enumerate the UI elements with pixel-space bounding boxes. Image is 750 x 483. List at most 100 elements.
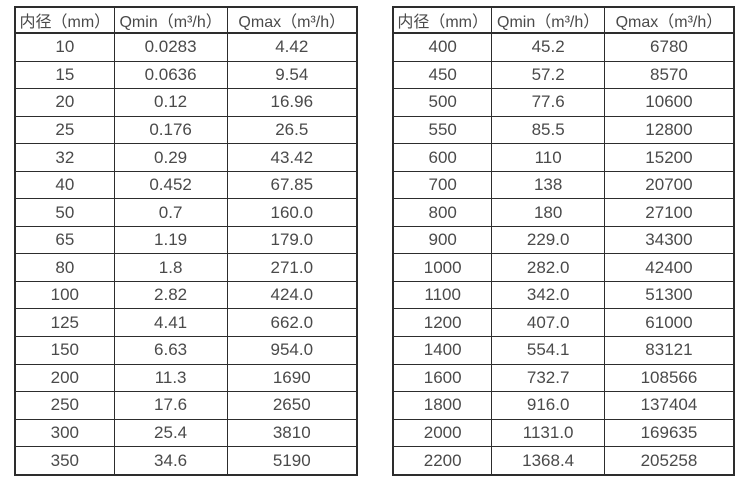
table-cell: 0.12 [113,88,228,117]
table-cell: 600 [392,143,493,172]
table-row: 内径（mm） Qmin（m³/h） Qmax（m³/h） [14,6,358,34]
table-cell: 1000 [392,253,493,282]
table-cell: 200 [14,363,115,393]
table-row: 15 0.0636 9.54 [14,60,358,90]
table-row: 1400 554.1 83121 [392,336,735,365]
table-cell: 77.6 [491,88,605,117]
table-row: 450 57.2 8570 [392,60,735,90]
table-cell: 8570 [603,60,735,90]
table-cell: 500 [392,88,493,117]
table-cell: 400 [392,32,493,62]
table-cell: 342.0 [491,280,605,310]
table-row: 350 34.6 5190 [14,446,358,476]
table-row: 100 2.82 424.0 [14,280,358,310]
table-row: 1100 342.0 51300 [392,280,735,310]
table-cell: 15200 [603,143,735,172]
column-header: Qmax（m³/h） [603,6,735,34]
table-body: 10 0.0283 4.42 15 0.0636 9.54 20 0.12 16.96 25 0.1… [14,32,358,476]
table-cell: 42400 [603,253,735,282]
table-cell: 179.0 [226,225,358,255]
table-cell: 550 [392,115,493,145]
table-cell: 0.29 [113,143,228,172]
table-row: 300 25.4 3810 [14,418,358,448]
table-cell: 34.6 [113,446,228,476]
table-cell: 83121 [603,336,735,365]
table-cell: 10 [14,32,115,62]
table-cell: 1.19 [113,225,228,255]
table-cell: 662.0 [226,308,358,337]
column-header: Qmax（m³/h） [226,6,358,34]
table-cell: 800 [392,198,493,227]
table-cell: 169635 [603,418,735,448]
table-cell: 1131.0 [491,418,605,448]
column-header: Qmin（m³/h） [491,6,605,34]
table-cell: 51300 [603,280,735,310]
table-row: 250 17.6 2650 [14,391,358,420]
table-row: 150 6.63 954.0 [14,336,358,365]
table-cell: 2200 [392,446,493,476]
table-header-row: 内径（mm） Qmin（m³/h） Qmax（m³/h） [14,6,358,34]
table-row: 1000 282.0 42400 [392,253,735,282]
table-cell: 20 [14,88,115,117]
table-cell: 100 [14,280,115,310]
table-cell: 85.5 [491,115,605,145]
table-cell: 45.2 [491,32,605,62]
table-cell: 1.8 [113,253,228,282]
table-cell: 424.0 [226,280,358,310]
table-cell: 10600 [603,88,735,117]
table-cell: 350 [14,446,115,476]
table-cell: 150 [14,336,115,365]
table-cell: 180 [491,198,605,227]
table-row: 10 0.0283 4.42 [14,32,358,62]
table-cell: 80 [14,253,115,282]
table-cell: 26.5 [226,115,358,145]
table-cell: 700 [392,170,493,200]
table-row: 800 180 27100 [392,198,735,227]
column-header: 内径（mm） [392,6,493,34]
table-cell: 32 [14,143,115,172]
table-row: 1200 407.0 61000 [392,308,735,337]
table-cell: 250 [14,391,115,420]
table-cell: 271.0 [226,253,358,282]
table-cell: 50 [14,198,115,227]
table-cell: 0.0636 [113,60,228,90]
table-cell: 25 [14,115,115,145]
table-row: 125 4.41 662.0 [14,308,358,337]
table-row: 550 85.5 12800 [392,115,735,145]
table-cell: 57.2 [491,60,605,90]
table-cell: 160.0 [226,198,358,227]
table-cell: 300 [14,418,115,448]
table-row: 1600 732.7 108566 [392,363,735,393]
table-row: 200 11.3 1690 [14,363,358,393]
table-cell: 138 [491,170,605,200]
table-cell: 17.6 [113,391,228,420]
table-cell: 125 [14,308,115,337]
table-cell: 0.176 [113,115,228,145]
table-row: 20 0.12 16.96 [14,88,358,117]
table-row: 700 138 20700 [392,170,735,200]
table-row: 65 1.19 179.0 [14,225,358,255]
table-cell: 25.4 [113,418,228,448]
table-cell: 954.0 [226,336,358,365]
table-cell: 1368.4 [491,446,605,476]
table-cell: 0.0283 [113,32,228,62]
table-row: 1800 916.0 137404 [392,391,735,420]
table-cell: 554.1 [491,336,605,365]
table-row: 500 77.6 10600 [392,88,735,117]
table-cell: 1400 [392,336,493,365]
flow-table-large-diameters: 内径（mm） Qmin（m³/h） Qmax（m³/h） 400 45.2 6780 45… [392,6,735,476]
table-cell: 1200 [392,308,493,337]
table-cell: 732.7 [491,363,605,393]
table-cell: 108566 [603,363,735,393]
table-cell: 916.0 [491,391,605,420]
table-cell: 450 [392,60,493,90]
table-cell: 229.0 [491,225,605,255]
table-row: 2000 1131.0 169635 [392,418,735,448]
table-cell: 282.0 [491,253,605,282]
table-cell: 12800 [603,115,735,145]
table-cell: 137404 [603,391,735,420]
table-cell: 16.96 [226,88,358,117]
table-cell: 65 [14,225,115,255]
table-cell: 20700 [603,170,735,200]
table-cell: 9.54 [226,60,358,90]
